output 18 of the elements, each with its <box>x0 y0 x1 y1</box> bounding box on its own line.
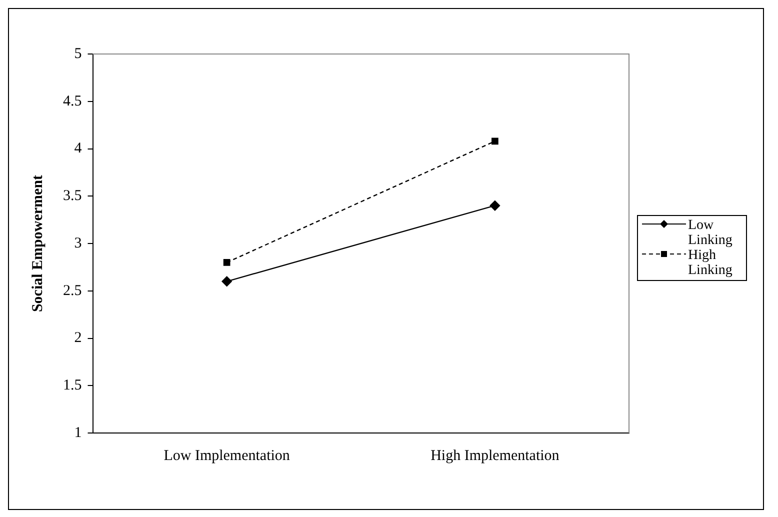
y-tick-label: 1.5 <box>63 378 82 394</box>
x-tick-label: High Implementation <box>430 448 560 464</box>
point <box>222 276 232 286</box>
y-tick-label: 5 <box>74 46 82 62</box>
x-tick-label: Low Implementation <box>164 448 290 464</box>
legend-label: Low Linking <box>688 218 732 248</box>
point <box>492 138 498 145</box>
point <box>490 200 500 211</box>
y-tick-label: 3 <box>74 235 82 252</box>
y-tick-label: 3.5 <box>63 188 82 204</box>
legend-label: High Linking <box>688 248 732 278</box>
y-tick-label: 4.5 <box>63 93 82 110</box>
y-tick-label: 1 <box>74 424 82 441</box>
point <box>223 259 230 266</box>
y-axis-title: Social Empowerment <box>30 174 46 312</box>
y-tick-label: 2 <box>74 330 82 346</box>
y-tick-label: 2.5 <box>63 282 82 299</box>
y-tick-label: 4 <box>74 140 82 157</box>
